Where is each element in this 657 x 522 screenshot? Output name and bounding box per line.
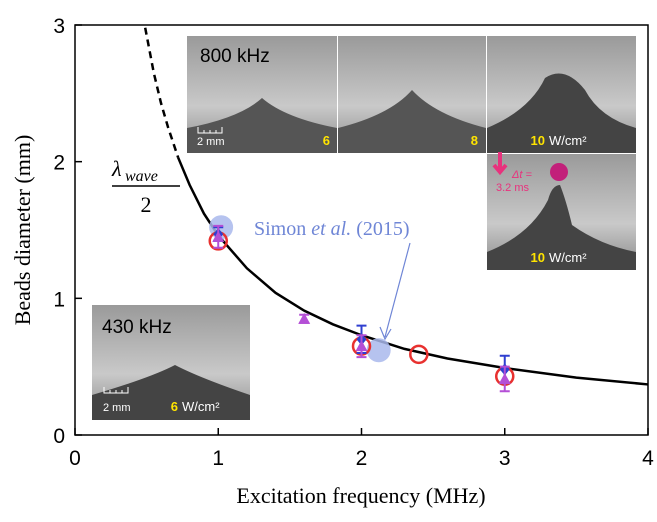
x-tick-label: 4 (642, 447, 654, 470)
bead (550, 163, 568, 181)
unit-label: W/cm² (549, 250, 587, 265)
curve-label: λ (111, 156, 122, 181)
scale-bar (103, 387, 129, 394)
insets: 800 kHz 2 mm 6 8 10 W/cm² 10 W/cm² Δt = … (92, 36, 636, 420)
power-label: 6 (171, 399, 178, 414)
fit-curve (143, 27, 180, 158)
power-label: 10 (531, 250, 545, 265)
inset-label: 430 kHz (102, 317, 172, 338)
point (366, 338, 391, 363)
point (298, 312, 311, 324)
power-label: 10 (531, 133, 545, 148)
photo-cone (92, 365, 250, 420)
arrow (492, 152, 508, 176)
power-label: 8 (471, 133, 478, 148)
y-tick-label: 3 (53, 15, 65, 38)
photo-cone (487, 73, 636, 153)
y-tick-label: 1 (53, 288, 65, 311)
annotation-arrow (379, 242, 411, 341)
power-label: 6 (323, 133, 330, 148)
point (355, 340, 368, 352)
y-tick-label: 2 (53, 152, 65, 175)
photo-cone (187, 98, 337, 153)
x-tick-label: 2 (356, 447, 368, 470)
scale-label: 2 mm (103, 402, 131, 414)
x-tick-label: 0 (69, 447, 81, 470)
unit-label: W/cm² (182, 399, 220, 414)
photo-cone (487, 185, 636, 270)
annotation-text: (2015) (351, 218, 409, 240)
fit-curve (176, 157, 649, 386)
point (212, 230, 225, 242)
curve-label-sub: wave (125, 168, 158, 185)
annotation: Simon et al. (2015) (254, 218, 410, 240)
dt-label: Δt = (511, 169, 532, 181)
y-tick-label: 0 (53, 425, 65, 448)
point (409, 344, 429, 365)
unit-label: W/cm² (549, 133, 587, 148)
dt-value: 3.2 ms (496, 182, 530, 194)
scale-bar (197, 127, 223, 134)
point (498, 372, 511, 384)
x-tick-label: 1 (212, 447, 224, 470)
inset-label: 800 kHz (200, 46, 270, 67)
x-axis-label: Excitation frequency (MHz) (236, 483, 485, 508)
photo-cone (338, 90, 486, 153)
x-tick-label: 3 (499, 447, 511, 470)
scale-label: 2 mm (197, 136, 225, 148)
annotation-text: et al. (311, 218, 351, 240)
annotation-text: Simon (254, 218, 311, 240)
y-axis-label: Beads diameter (mm) (10, 135, 35, 326)
curve-label-den: 2 (141, 192, 152, 217)
